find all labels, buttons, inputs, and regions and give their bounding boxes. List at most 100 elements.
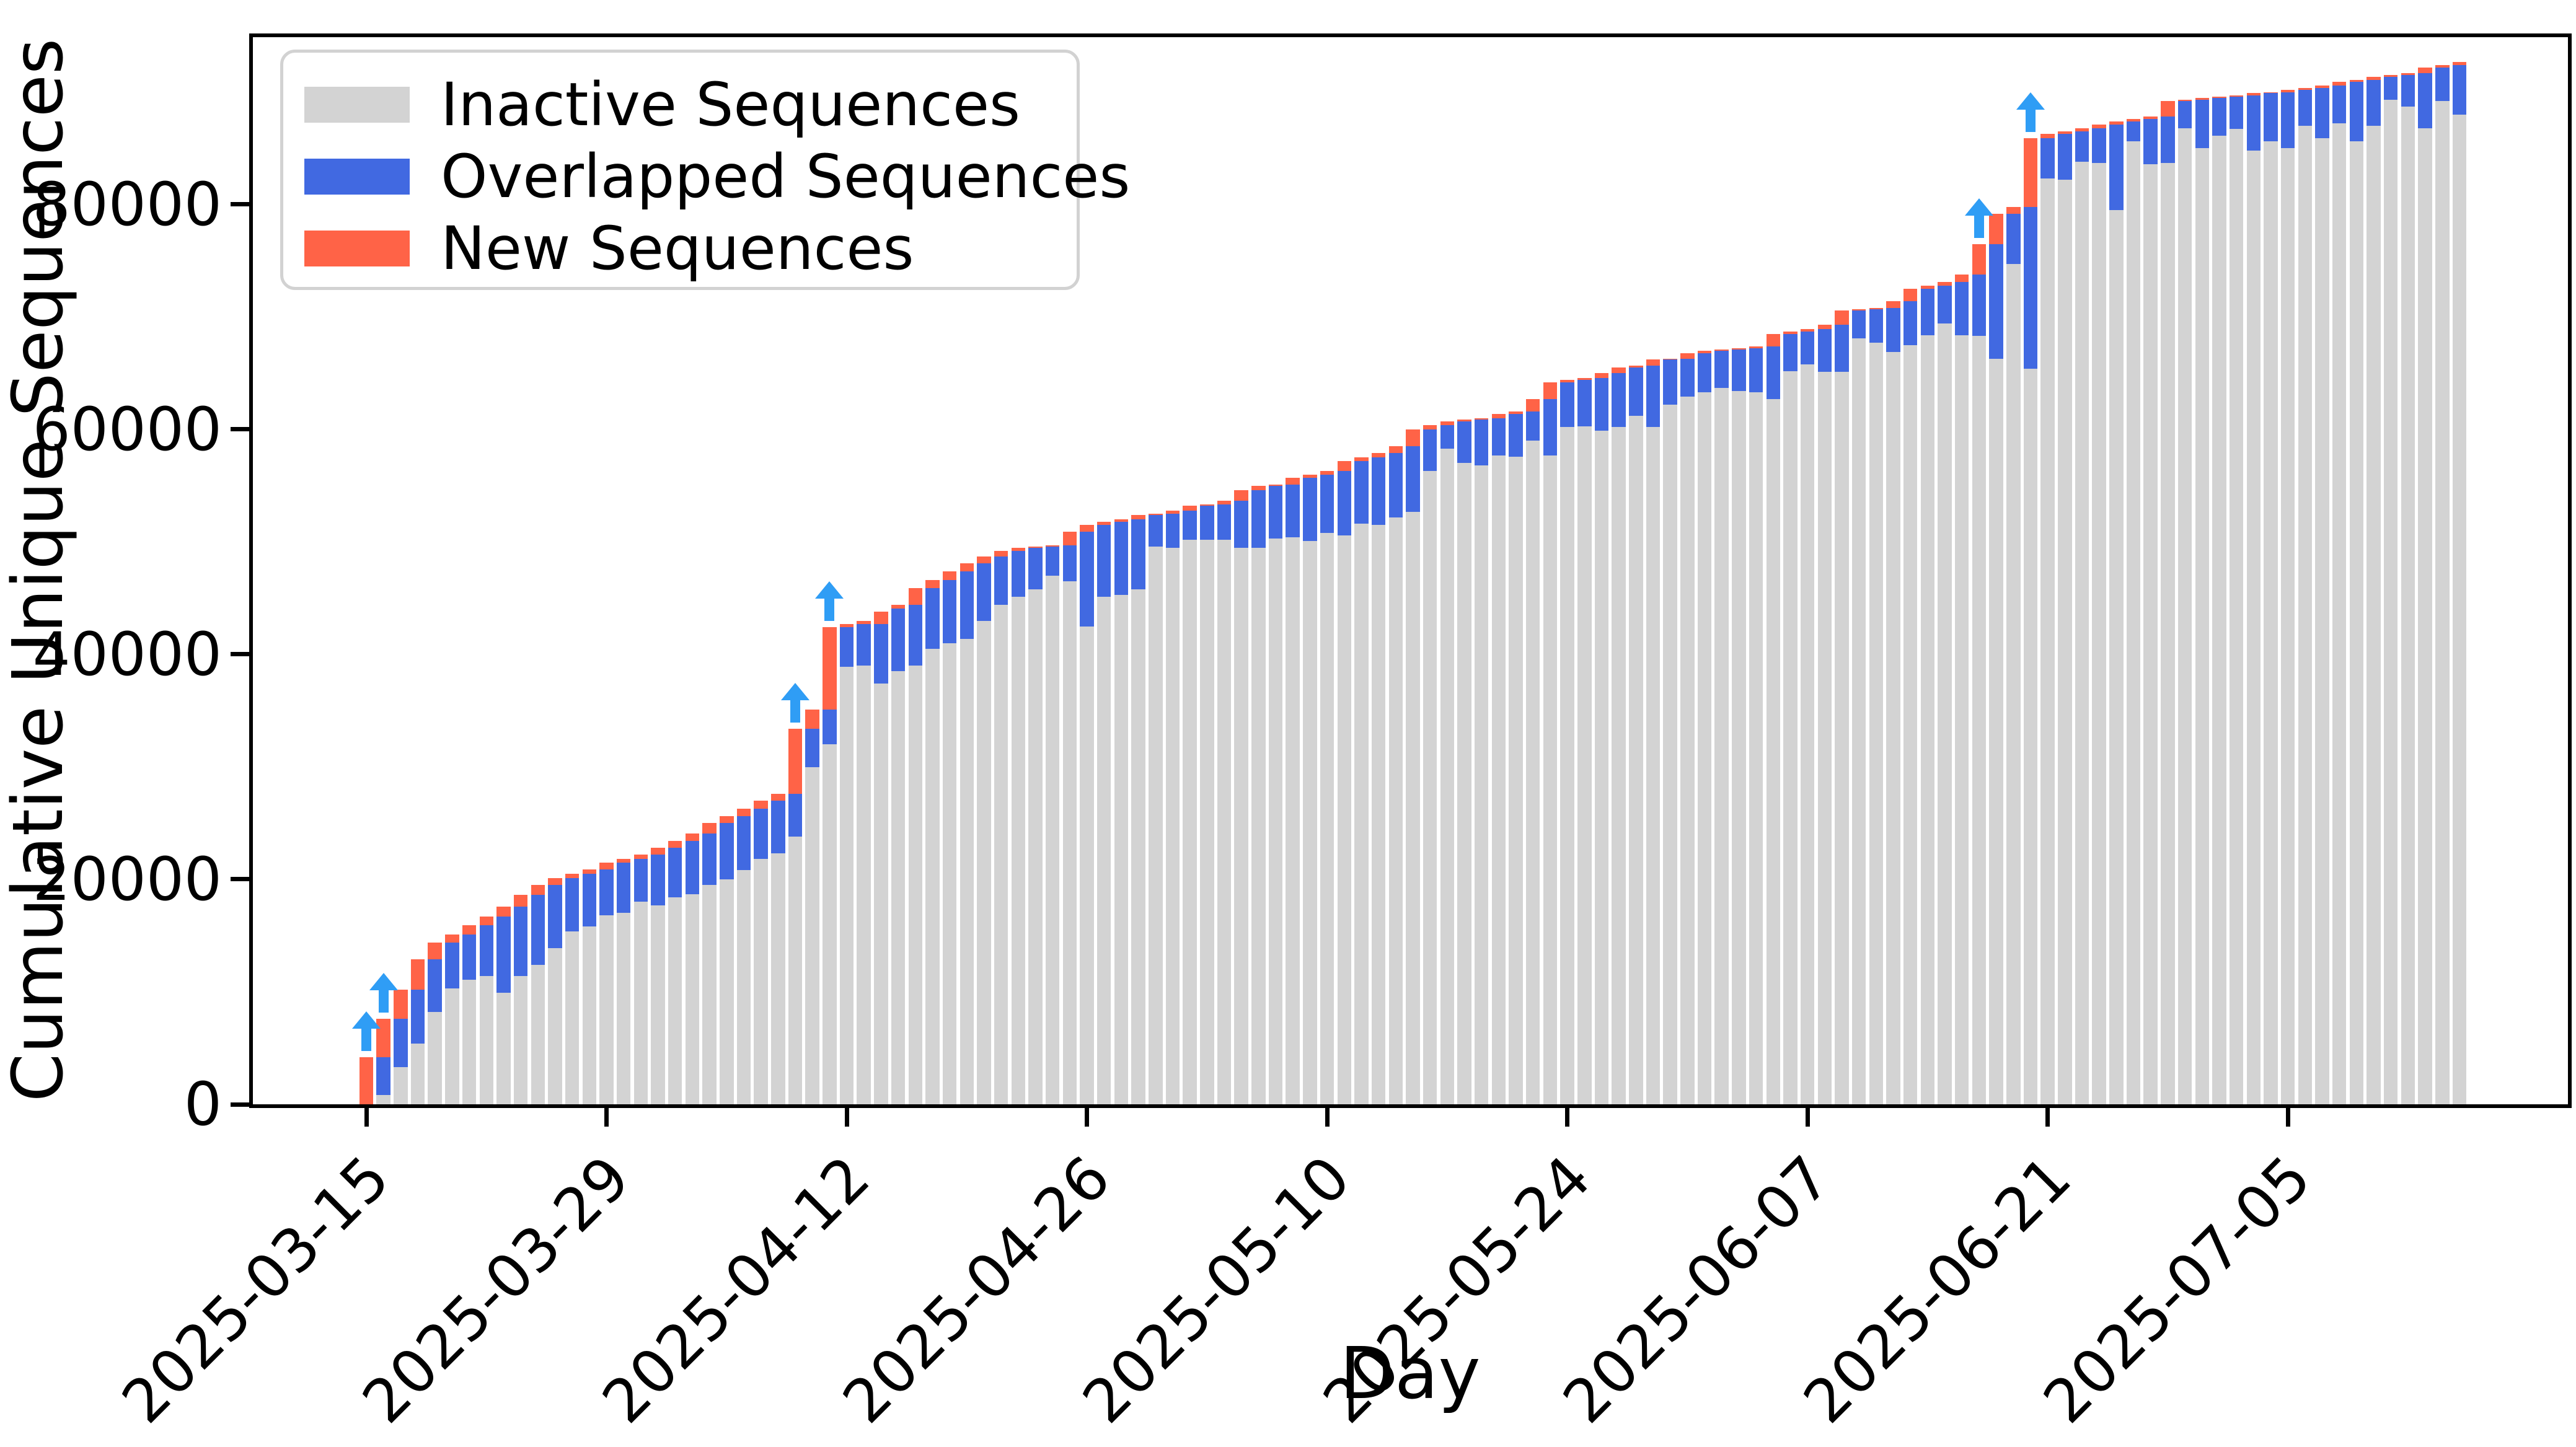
bar-segment-inactive xyxy=(1920,335,1935,1104)
bar-segment-new xyxy=(2109,121,2124,125)
bar-segment-overlapped xyxy=(1096,525,1111,597)
bar-segment-inactive xyxy=(2023,369,2038,1104)
bar-segment-inactive xyxy=(1783,371,1797,1104)
bar-segment-inactive xyxy=(1800,364,1815,1104)
bar-segment-inactive xyxy=(771,853,785,1104)
bar-segment-inactive xyxy=(977,620,991,1104)
bar-segment-overlapped xyxy=(1954,282,1969,335)
bar-segment-overlapped xyxy=(1320,474,1334,533)
bar-segment-inactive xyxy=(1114,594,1129,1104)
bar-segment-inactive xyxy=(959,638,974,1104)
bar-segment-overlapped xyxy=(1217,504,1232,540)
bar-segment-new xyxy=(2229,95,2244,97)
bar-segment-overlapped xyxy=(2264,93,2278,142)
bar-segment-new xyxy=(2058,131,2072,134)
bar-segment-new xyxy=(2452,61,2467,65)
bar-segment-new xyxy=(1697,350,1712,353)
bar-segment-new xyxy=(1149,514,1163,515)
bar-segment-new xyxy=(1474,418,1489,420)
bar-segment-inactive xyxy=(1474,465,1489,1104)
bar-segment-overlapped xyxy=(1766,346,1780,399)
bar-segment-new xyxy=(2280,89,2295,92)
bar-segment-overlapped xyxy=(1732,350,1746,392)
bar-segment-overlapped xyxy=(1509,413,1523,457)
bar-segment-new xyxy=(2006,206,2021,214)
bar-segment-new xyxy=(1646,359,1661,366)
bar-segment-overlapped xyxy=(2246,95,2261,151)
bar-segment-inactive xyxy=(2075,162,2089,1104)
bar-segment-new xyxy=(1423,424,1437,429)
bar-segment-inactive xyxy=(1011,597,1026,1104)
bar-segment-new xyxy=(977,556,991,563)
bar-segment-inactive xyxy=(2143,164,2158,1104)
bar-segment-inactive xyxy=(1732,391,1746,1104)
bar-segment-inactive xyxy=(1423,471,1437,1104)
bar-segment-new xyxy=(1509,411,1523,414)
bar-segment-overlapped xyxy=(394,1019,408,1068)
bar-segment-new xyxy=(668,841,682,848)
bar-segment-inactive xyxy=(1234,547,1248,1104)
bar-segment-overlapped xyxy=(1903,301,1918,345)
bar-segment-overlapped xyxy=(1577,380,1592,426)
bar-segment-new xyxy=(2195,97,2209,100)
bar-segment-overlapped xyxy=(754,808,768,860)
bar-segment-inactive xyxy=(1131,589,1145,1104)
bar-segment-overlapped xyxy=(1474,419,1489,466)
y-tick-mark xyxy=(231,1102,249,1107)
bar-segment-inactive xyxy=(531,964,545,1104)
bar-segment-overlapped xyxy=(2006,213,2021,265)
bar-segment-overlapped xyxy=(2075,131,2089,162)
y-axis-label: Cumulative Unique Sequences xyxy=(0,38,79,1102)
bar-segment-overlapped xyxy=(1938,285,1952,324)
bar-segment-new xyxy=(874,612,888,624)
bar-segment-overlapped xyxy=(2280,92,2295,149)
bar-segment-inactive xyxy=(1886,351,1900,1104)
bar-segment-new xyxy=(1183,506,1197,511)
bar-segment-inactive xyxy=(1851,338,1866,1104)
bar-segment-inactive xyxy=(445,988,459,1104)
bar-segment-inactive xyxy=(702,885,717,1104)
bar-segment-overlapped xyxy=(1920,289,1935,335)
x-tick-mark xyxy=(604,1108,609,1127)
bar-segment-overlapped xyxy=(788,794,803,837)
bar-segment-new xyxy=(359,1057,374,1104)
bar-segment-new xyxy=(1371,453,1386,458)
bar-segment-overlapped xyxy=(2109,125,2124,211)
bar-segment-overlapped xyxy=(720,823,734,879)
bar-segment-new xyxy=(942,571,957,581)
bar-segment-inactive xyxy=(1594,430,1609,1104)
bar-segment-inactive xyxy=(2229,129,2244,1104)
bar-segment-new xyxy=(2040,133,2055,138)
bar-segment-new xyxy=(908,587,922,605)
bar-segment-new xyxy=(857,620,871,624)
bar-segment-overlapped xyxy=(1062,545,1077,582)
bar-segment-overlapped xyxy=(736,816,751,871)
bar-segment-overlapped xyxy=(1749,348,1763,393)
bar-segment-new xyxy=(2143,117,2158,120)
bar-segment-inactive xyxy=(1749,392,1763,1104)
bar-segment-new xyxy=(1491,413,1506,418)
bar-segment-new xyxy=(1320,471,1334,475)
bar-segment-inactive xyxy=(1491,455,1506,1104)
y-tick-mark xyxy=(231,427,249,432)
bar-segment-overlapped xyxy=(1200,506,1214,540)
bar-segment-inactive xyxy=(1268,539,1283,1104)
bar-segment-inactive xyxy=(651,905,665,1104)
bar-segment-new xyxy=(702,823,717,833)
bar-segment-new xyxy=(1766,333,1780,346)
bar-segment-inactive xyxy=(1200,539,1214,1104)
bar-segment-new xyxy=(548,878,562,886)
bar-segment-inactive xyxy=(1663,405,1677,1104)
bar-segment-overlapped xyxy=(771,800,785,854)
bar-segment-new xyxy=(2075,128,2089,132)
bar-segment-new xyxy=(2126,119,2141,121)
legend-label: Inactive Sequences xyxy=(441,70,1021,139)
bar-segment-overlapped xyxy=(1371,457,1386,526)
bar-segment-overlapped xyxy=(702,833,717,886)
bar-segment-new xyxy=(1972,244,1987,275)
bar-segment-overlapped xyxy=(1251,490,1266,548)
bar-segment-new xyxy=(1354,457,1369,461)
y-tick-mark xyxy=(231,202,249,207)
bar-segment-inactive xyxy=(2418,128,2432,1104)
bar-segment-new xyxy=(1440,421,1455,425)
